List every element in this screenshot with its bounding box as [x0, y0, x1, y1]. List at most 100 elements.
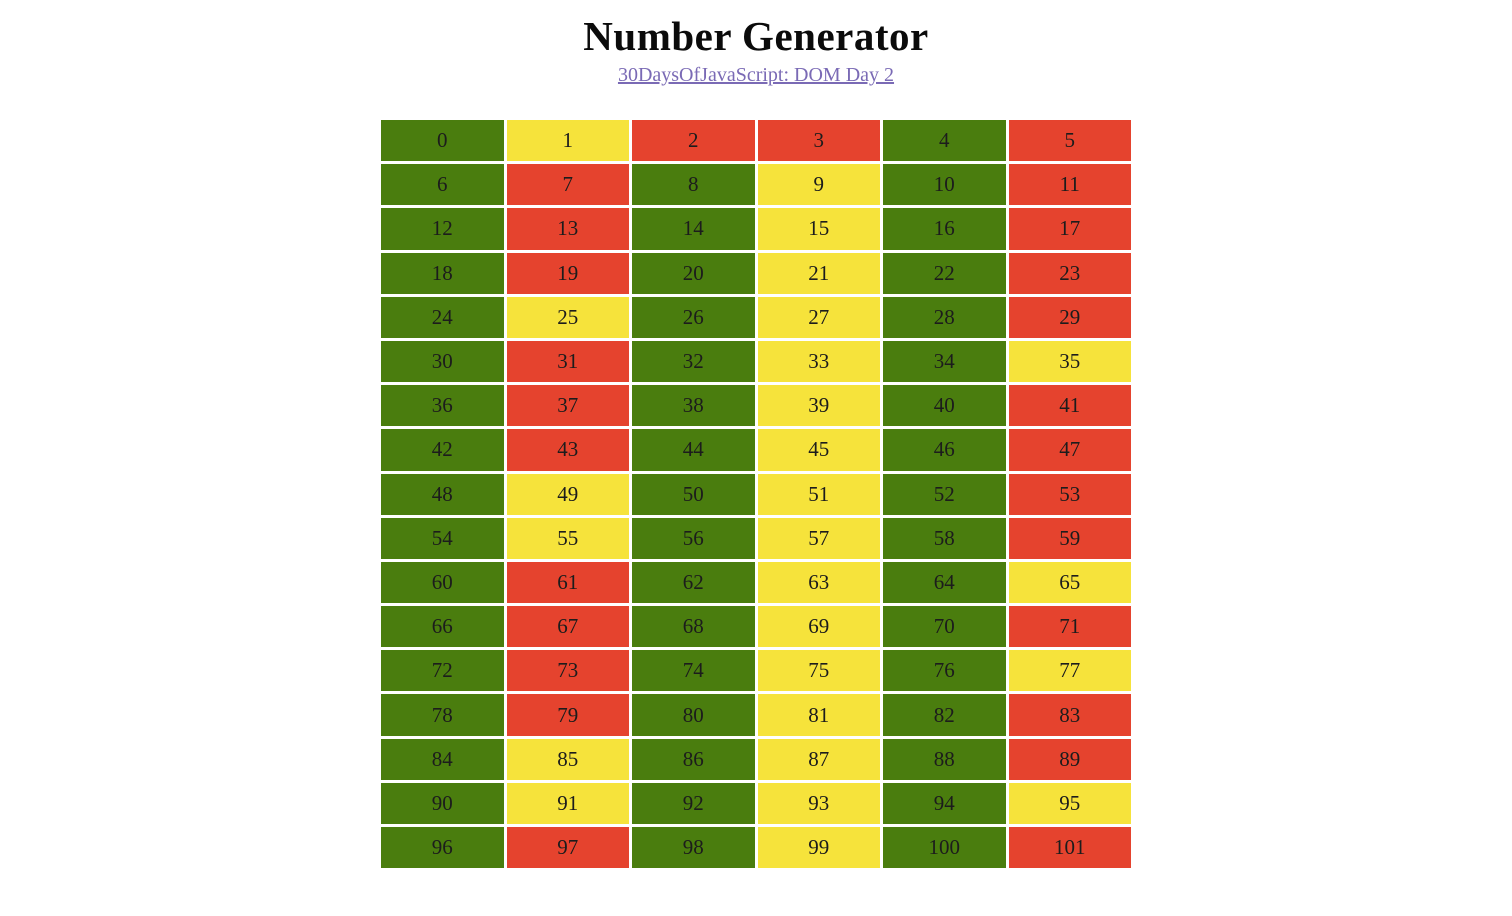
number-cell-68: 68 [632, 606, 755, 648]
number-cell-97: 97 [506, 827, 629, 869]
number-cell-26: 26 [632, 296, 755, 338]
number-cell-48: 48 [381, 473, 504, 515]
number-cell-82: 82 [883, 694, 1006, 736]
number-cell-50: 50 [632, 473, 755, 515]
subtitle-link[interactable]: 30DaysOfJavaScript: DOM Day 2 [617, 64, 895, 86]
number-cell-60: 60 [381, 561, 504, 604]
number-cell-80: 80 [632, 694, 755, 736]
number-cell-6: 6 [381, 164, 504, 206]
number-cell-81: 81 [757, 694, 880, 736]
number-cell-53: 53 [1008, 473, 1131, 515]
number-cell-51: 51 [757, 473, 880, 515]
number-cell-76: 76 [883, 650, 1006, 692]
number-cell-58: 58 [883, 517, 1006, 559]
number-cell-37: 37 [506, 385, 629, 427]
number-cell-99: 99 [757, 827, 880, 869]
number-cell-96: 96 [381, 827, 504, 869]
number-cell-40: 40 [883, 385, 1006, 427]
number-cell-94: 94 [883, 782, 1006, 824]
number-cell-32: 32 [632, 340, 755, 383]
number-cell-35: 35 [1008, 340, 1131, 383]
number-cell-72: 72 [381, 650, 504, 692]
number-cell-18: 18 [381, 252, 504, 294]
number-cell-19: 19 [506, 252, 629, 294]
number-cell-75: 75 [757, 650, 880, 692]
number-cell-15: 15 [757, 208, 880, 250]
number-cell-44: 44 [632, 429, 755, 471]
number-cell-67: 67 [506, 606, 629, 648]
number-cell-24: 24 [381, 296, 504, 338]
number-cell-59: 59 [1008, 517, 1131, 559]
page-title: Number Generator [583, 13, 929, 59]
number-cell-95: 95 [1008, 782, 1131, 824]
number-cell-11: 11 [1008, 164, 1131, 206]
number-cell-74: 74 [632, 650, 755, 692]
number-cell-66: 66 [381, 606, 504, 648]
number-cell-33: 33 [757, 340, 880, 383]
number-cell-30: 30 [381, 340, 504, 383]
number-cell-12: 12 [381, 208, 504, 250]
number-cell-101: 101 [1008, 827, 1131, 869]
subtitle: 30DaysOfJavaScript: DOM Day 2 [0, 64, 1512, 87]
number-grid: 0 1 2 3 4 5 6 7 8 9 10 11 12 13 14 15 16 17 18 19 20 21 22 23 24… [381, 120, 1131, 869]
number-cell-41: 41 [1008, 385, 1131, 427]
number-cell-0: 0 [381, 120, 504, 162]
number-cell-73: 73 [506, 650, 629, 692]
number-cell-46: 46 [883, 429, 1006, 471]
number-cell-56: 56 [632, 517, 755, 559]
number-cell-77: 77 [1008, 650, 1131, 692]
number-cell-54: 54 [381, 517, 504, 559]
number-cell-71: 71 [1008, 606, 1131, 648]
number-cell-49: 49 [506, 473, 629, 515]
number-cell-55: 55 [506, 517, 629, 559]
number-cell-27: 27 [757, 296, 880, 338]
number-cell-65: 65 [1008, 561, 1131, 604]
number-cell-86: 86 [632, 738, 755, 780]
number-cell-4: 4 [883, 120, 1006, 162]
number-cell-70: 70 [883, 606, 1006, 648]
number-cell-92: 92 [632, 782, 755, 824]
number-cell-7: 7 [506, 164, 629, 206]
number-cell-2: 2 [632, 120, 755, 162]
number-cell-34: 34 [883, 340, 1006, 383]
number-cell-69: 69 [757, 606, 880, 648]
number-cell-45: 45 [757, 429, 880, 471]
number-cell-98: 98 [632, 827, 755, 869]
number-cell-88: 88 [883, 738, 1006, 780]
number-cell-64: 64 [883, 561, 1006, 604]
number-cell-78: 78 [381, 694, 504, 736]
number-cell-91: 91 [506, 782, 629, 824]
number-cell-90: 90 [381, 782, 504, 824]
number-cell-14: 14 [632, 208, 755, 250]
number-cell-28: 28 [883, 296, 1006, 338]
number-cell-13: 13 [506, 208, 629, 250]
number-cell-52: 52 [883, 473, 1006, 515]
number-cell-84: 84 [381, 738, 504, 780]
number-cell-83: 83 [1008, 694, 1131, 736]
number-cell-1: 1 [506, 120, 629, 162]
number-cell-57: 57 [757, 517, 880, 559]
number-cell-16: 16 [883, 208, 1006, 250]
number-cell-31: 31 [506, 340, 629, 383]
number-cell-17: 17 [1008, 208, 1131, 250]
number-cell-9: 9 [757, 164, 880, 206]
number-cell-25: 25 [506, 296, 629, 338]
number-cell-42: 42 [381, 429, 504, 471]
number-cell-8: 8 [632, 164, 755, 206]
number-cell-79: 79 [506, 694, 629, 736]
number-cell-10: 10 [883, 164, 1006, 206]
number-cell-62: 62 [632, 561, 755, 604]
number-cell-3: 3 [757, 120, 880, 162]
number-cell-36: 36 [381, 385, 504, 427]
number-cell-85: 85 [506, 738, 629, 780]
number-cell-21: 21 [757, 252, 880, 294]
number-cell-100: 100 [883, 827, 1006, 869]
number-cell-5: 5 [1008, 120, 1131, 162]
number-cell-47: 47 [1008, 429, 1131, 471]
number-cell-61: 61 [506, 561, 629, 604]
number-cell-29: 29 [1008, 296, 1131, 338]
number-cell-89: 89 [1008, 738, 1131, 780]
number-cell-43: 43 [506, 429, 629, 471]
number-cell-22: 22 [883, 252, 1006, 294]
number-cell-93: 93 [757, 782, 880, 824]
